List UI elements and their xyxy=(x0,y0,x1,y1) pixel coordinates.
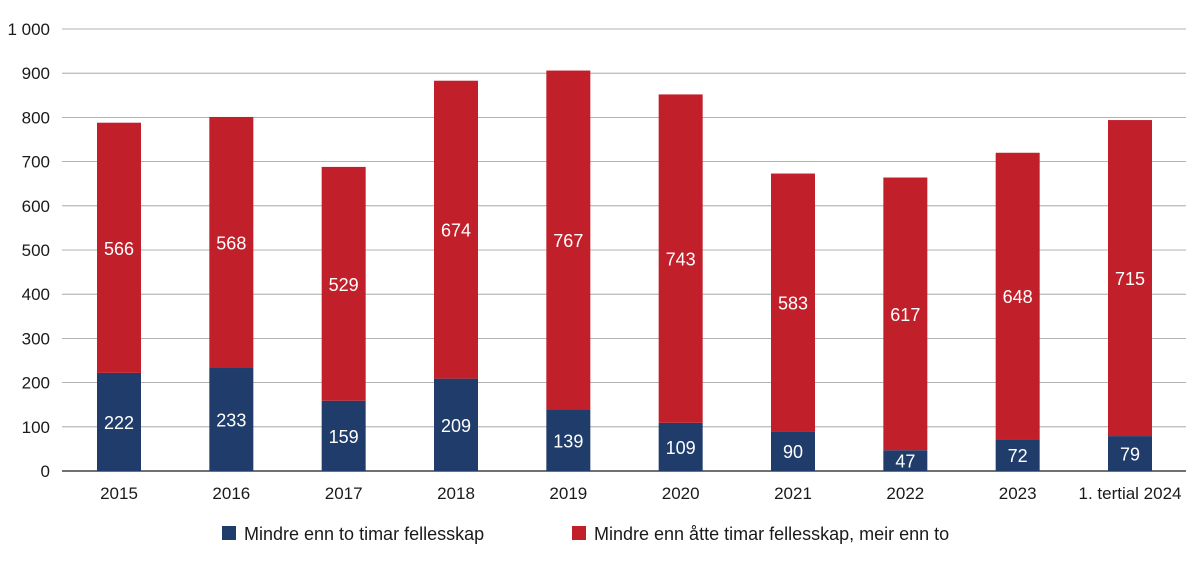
bar-series-0 xyxy=(434,378,478,471)
legend: Mindre enn to timar fellesskap Mindre en… xyxy=(222,524,949,544)
data-label: 743 xyxy=(666,250,696,270)
y-tick-label: 300 xyxy=(22,329,50,348)
bar-series-1 xyxy=(209,116,254,369)
bar-series-1 xyxy=(434,80,478,379)
x-tick-label: 1. tertial 2024 xyxy=(1078,484,1181,503)
data-label: 566 xyxy=(104,239,134,259)
x-tick-label: 2023 xyxy=(999,484,1037,503)
bar-series-0 xyxy=(209,368,254,471)
data-label: 109 xyxy=(666,438,696,458)
y-tick-label: 100 xyxy=(22,418,50,437)
bar-series-1 xyxy=(1108,120,1152,437)
data-label: 90 xyxy=(783,442,803,462)
data-label: 79 xyxy=(1120,445,1140,465)
y-tick-label: 800 xyxy=(22,108,50,127)
data-label: 233 xyxy=(216,411,246,431)
data-label: 568 xyxy=(216,233,246,253)
x-tick-label: 2022 xyxy=(886,484,924,503)
legend-swatch-series-0 xyxy=(222,526,236,540)
x-tick-label: 2016 xyxy=(212,484,250,503)
data-label: 648 xyxy=(1003,287,1033,307)
bar-series-1 xyxy=(883,177,928,451)
x-tick-label: 2020 xyxy=(662,484,700,503)
data-label: 767 xyxy=(553,231,583,251)
y-tick-label: 500 xyxy=(22,241,50,260)
data-label: 139 xyxy=(553,431,583,451)
x-tick-label: 2018 xyxy=(437,484,475,503)
data-label: 529 xyxy=(329,275,359,295)
bar-series-1 xyxy=(658,94,703,423)
bar-series-1 xyxy=(771,173,815,432)
bar-series-0 xyxy=(883,450,928,471)
bar-series-0 xyxy=(995,439,1040,471)
data-label: 674 xyxy=(441,221,471,241)
bar-series-1 xyxy=(97,122,141,373)
bar-series-0 xyxy=(658,422,703,471)
y-tick-label: 900 xyxy=(22,64,50,83)
data-label: 72 xyxy=(1008,446,1028,466)
data-label: 47 xyxy=(895,452,915,472)
y-tick-label: 0 xyxy=(41,462,50,481)
x-tick-label: 2019 xyxy=(549,484,587,503)
x-tick-label: 2021 xyxy=(774,484,812,503)
x-tick-label: 2015 xyxy=(100,484,138,503)
y-tick-label: 200 xyxy=(22,374,50,393)
bar-series-0 xyxy=(1108,436,1152,471)
bar-series-0 xyxy=(97,372,141,471)
y-tick-label: 1 000 xyxy=(7,20,50,39)
legend-label-series-0: Mindre enn to timar fellesskap xyxy=(244,524,484,544)
legend-label-series-1: Mindre enn åtte timar fellesskap, meir e… xyxy=(594,524,949,544)
data-label: 583 xyxy=(778,293,808,313)
bar-series-1 xyxy=(546,70,591,410)
bar-series-0 xyxy=(321,400,366,471)
y-tick-label: 700 xyxy=(22,153,50,172)
data-label: 715 xyxy=(1115,269,1145,289)
legend-swatch-series-1 xyxy=(572,526,586,540)
bar-series-0 xyxy=(771,431,815,471)
data-label: 159 xyxy=(329,427,359,447)
bar-series-1 xyxy=(995,152,1040,440)
bar-series-1 xyxy=(321,166,366,401)
y-tick-label: 400 xyxy=(22,285,50,304)
data-label: 222 xyxy=(104,413,134,433)
bar-series-0 xyxy=(546,409,591,471)
y-tick-label: 600 xyxy=(22,197,50,216)
bars: 222 566 233 568 159 529 209 674 139 767 109 743 90 58… xyxy=(97,70,1152,472)
x-tick-label: 2017 xyxy=(325,484,363,503)
data-label: 617 xyxy=(890,305,920,325)
y-axis-ticks: 0 100 200 300 400 500 600 700 800 900 1 000 xyxy=(7,20,50,481)
data-label: 209 xyxy=(441,416,471,436)
x-axis-ticks: 2015 2016 2017 2018 2019 2020 2021 2022 2023 1. t… xyxy=(100,484,1181,503)
